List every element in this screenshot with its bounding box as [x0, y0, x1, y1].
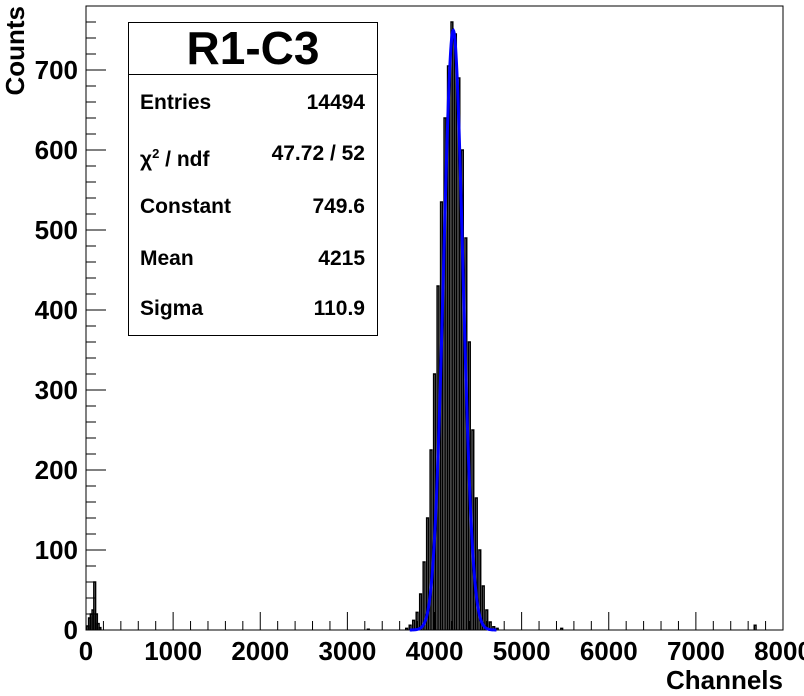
- y-tick-label: 500: [35, 215, 78, 245]
- histogram-bin: [485, 609, 489, 630]
- x-tick-label: 4000: [406, 636, 464, 666]
- y-tick-label: 300: [35, 375, 78, 405]
- x-tick-label: 5000: [493, 636, 551, 666]
- y-axis-title: Counts: [0, 6, 30, 96]
- histogram-bin: [429, 449, 433, 630]
- histogram-bin: [425, 517, 430, 630]
- stat-value: 47.72 / 52: [271, 142, 365, 165]
- y-tick-label: 0: [64, 615, 78, 645]
- y-tick-label: 400: [35, 295, 78, 325]
- histogram-bin: [450, 21, 454, 630]
- gaussian-fit-curve: [409, 27, 497, 632]
- y-tick-labels: 0 100 200 300 400 500 600 700: [35, 55, 78, 645]
- histogram-bin: [474, 497, 478, 630]
- x-tick-label: 6000: [580, 636, 638, 666]
- histogram-bin: [488, 621, 492, 630]
- histogram-bin: [404, 627, 409, 630]
- histogram-bin: [98, 626, 102, 630]
- x-tick-label: 1000: [144, 636, 202, 666]
- histogram-bin: [753, 624, 757, 630]
- stat-row-mean: Mean 4215: [140, 244, 365, 274]
- histogram-bin: [415, 611, 419, 630]
- histogram-bin: [457, 77, 461, 630]
- histogram-bin: [96, 622, 100, 630]
- stats-box: R1-C3 Entries 14494 χ2 / ndf 47.72 / 52 …: [128, 22, 378, 336]
- x-tick-label: 3000: [318, 636, 376, 666]
- axis-ticks: [85, 5, 784, 631]
- histogram-bin: [366, 628, 370, 630]
- stat-label: Mean: [140, 247, 194, 270]
- stat-row-constant: Constant 749.6: [140, 192, 365, 222]
- chi-exponent: 2: [152, 146, 160, 161]
- x-axis-title: Channels: [666, 665, 783, 695]
- stat-value: 14494: [306, 91, 365, 114]
- stat-row-sigma: Sigma 110.9: [140, 294, 365, 324]
- x-tick-label: 2000: [231, 636, 289, 666]
- stat-label: Entries: [140, 91, 212, 114]
- chi-symbol: χ: [140, 148, 153, 171]
- histogram-bin: [443, 117, 447, 630]
- y-tick-label: 200: [35, 455, 78, 485]
- stat-value: 4215: [318, 247, 365, 270]
- chi-ndf-label: / ndf: [159, 148, 210, 171]
- histogram-bin: [453, 33, 458, 630]
- histogram-bin: [408, 624, 412, 630]
- y-tick-label: 700: [35, 55, 78, 85]
- histogram-bin: [422, 561, 426, 630]
- histogram-bin: [411, 619, 416, 630]
- stat-value: 110.9: [313, 297, 365, 320]
- x-tick-label: 7000: [667, 636, 725, 666]
- histogram-bin: [93, 581, 97, 630]
- stat-label: Sigma: [140, 297, 204, 320]
- y-tick-label: 100: [35, 535, 78, 565]
- stat-label: χ2 / ndf: [140, 139, 209, 175]
- stats-title: R1-C3: [129, 23, 377, 75]
- x-tick-label: 0: [79, 636, 93, 666]
- histogram-bin: [94, 613, 99, 630]
- stat-row-entries: Entries 14494: [140, 88, 365, 118]
- stat-label: Constant: [140, 195, 231, 218]
- histogram-bin: [460, 149, 465, 630]
- histogram-bin: [418, 593, 423, 630]
- histogram-bin: [481, 585, 485, 630]
- stat-row-chi2: χ2 / ndf 47.72 / 52: [140, 139, 365, 171]
- stat-value: 749.6: [312, 195, 365, 218]
- y-tick-label: 600: [35, 135, 78, 165]
- histogram-bin: [560, 627, 564, 630]
- histogram-bin: [478, 549, 482, 630]
